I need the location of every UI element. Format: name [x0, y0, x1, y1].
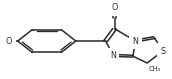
Text: N: N	[133, 37, 138, 46]
Text: O: O	[5, 37, 12, 46]
Text: O: O	[111, 3, 118, 12]
Text: S: S	[160, 47, 165, 56]
Text: N: N	[110, 51, 116, 60]
Text: CH₃: CH₃	[149, 66, 161, 72]
